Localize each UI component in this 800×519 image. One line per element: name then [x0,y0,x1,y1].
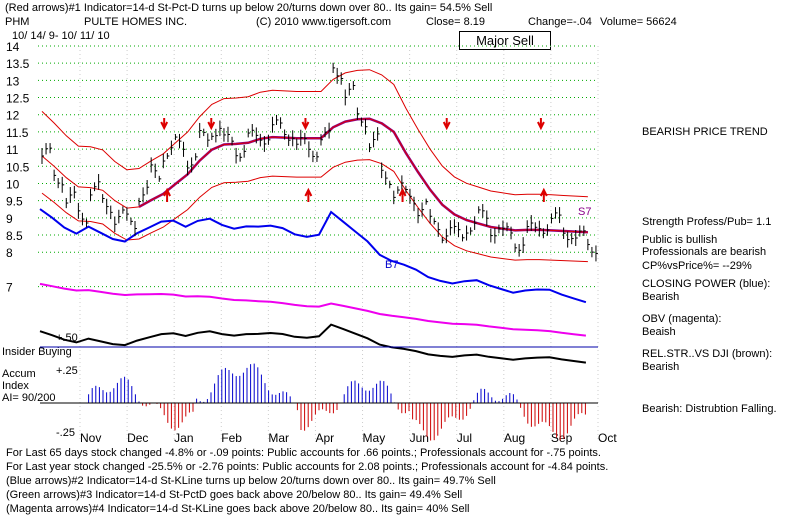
y-tick-label: 12 [6,109,20,123]
index-label: Index [2,380,29,392]
mid-band-line [41,118,588,233]
closing-power-line [39,208,587,304]
x-tick-label: Jul [457,431,472,445]
closing-power-value: Bearish [642,291,680,303]
x-tick-label: Dec [127,431,148,445]
rel-strength-line [39,323,587,364]
company-name: PULTE HOMES INC. [84,16,188,28]
x-tick-label: Aug [504,431,525,445]
obv-line [39,282,587,337]
y-tick-label: 13.5 [6,57,30,71]
price-bars [41,62,598,262]
y-tick-label: 7 [6,281,13,295]
ai-label: AI= 90/200 [2,392,56,404]
lower-band-line [41,159,588,263]
red-arrow-down [160,118,169,131]
footer-line-1: For Last 65 days stock changed -4.8% or … [6,447,601,459]
footer-line-4: (Green arrows)#3 Indicator=14-d St-PctD … [6,489,463,501]
y-tick-label: 13 [6,74,20,88]
accum-status: Bearish: Distrubtion Falling. [642,403,777,415]
upper-band-line [41,69,588,198]
change-value: Change=-.04 [528,16,592,28]
insider-buying-label: Insider Buying [2,346,72,358]
red-arrow-up [304,187,313,202]
red-arrow-up [163,187,171,202]
cp-label: CP%vsPrice%= --29% [642,260,752,272]
red-arrow-down [207,118,216,131]
y-tick-label: 8.5 [6,229,23,243]
professionals-label: Professionals are bearish [642,246,767,258]
y-tick-label: 9.5 [6,195,23,209]
x-tick-label: Nov [80,431,101,445]
red-arrow-up [398,187,407,202]
x-tick-label: Jan [174,431,193,445]
x-tick-label: Apr [315,431,334,445]
red-arrow-down [301,118,310,131]
x-tick-label: Sep [551,431,573,445]
y-axis-ticks: 14 13.5 13 12.5 12 11.5 11 10.5 10 9.5 9 8.5 8 7 [6,40,30,295]
x-tick-label: May [363,431,386,445]
accum-label: Accum [2,368,36,380]
y-tick-label: 11 [6,143,19,157]
accum-index-histogram [40,363,598,441]
close-value: Close= 8.19 [426,16,486,28]
minus-25-label: -.25 [56,427,75,439]
y-tick-label: 10 [6,177,20,191]
public-label: Public is bullish [642,234,718,246]
closing-power-label: CLOSING POWER (blue): [642,278,771,290]
plus-25-label: +.25 [56,365,78,377]
x-tick-label: Feb [221,431,242,445]
y-tick-label: 11.5 [6,126,29,140]
y-tick-label: 8 [6,246,13,260]
signal-arrows [160,118,548,202]
x-tick-label: Oct [598,431,617,445]
obv-value: Beaish [642,326,676,338]
red-arrow-down [442,118,451,131]
ticker-symbol: PHM [5,16,30,28]
x-axis-labels: Nov Dec Jan Feb Mar Apr May Jun Jul Aug Sep Oct [79,46,617,445]
footer-line-5: (Magenta arrows)#4 Indicator=14-d St-KLi… [6,503,470,515]
major-sell-badge: Major Sell [459,31,551,50]
footer-line-3: (Blue arrows)#2 Indicator=14-d St-KLine … [6,475,496,487]
indicator-lines [39,69,598,364]
red-arrow-down [537,118,545,131]
y-tick-label: 10.5 [6,160,30,174]
date-range: 10/ 14/ 9- 10/ 11/ 10 [12,30,110,42]
relstr-value: Bearish [642,361,680,373]
relstr-label: REL.STR..VS DJI (brown): [642,348,773,360]
red-arrow-up [539,187,548,202]
s7-label: S7 [578,206,592,218]
x-tick-label: Mar [268,431,289,445]
moving-average-line [138,117,588,234]
copyright: (C) 2010 www.tigersoft.com [256,16,392,28]
footer-line-2: For Last year stock changed -25.5% or -2… [6,461,609,473]
volume-value: Volume= 56624 [600,16,677,28]
strength-label: Strength Profess/Pub= 1.1 [642,216,772,228]
trend-label: BEARISH PRICE TREND [642,126,768,138]
indicator-1-line: (Red arrows)#1 Indicator=14-d St-Pct-D t… [5,2,493,14]
y-tick-label: 12.5 [6,92,30,106]
y-tick-label: 14 [6,40,20,54]
y-tick-label: 9 [6,212,13,226]
obv-label: OBV (magenta): [642,313,722,325]
x-tick-label: Jun [410,431,429,445]
